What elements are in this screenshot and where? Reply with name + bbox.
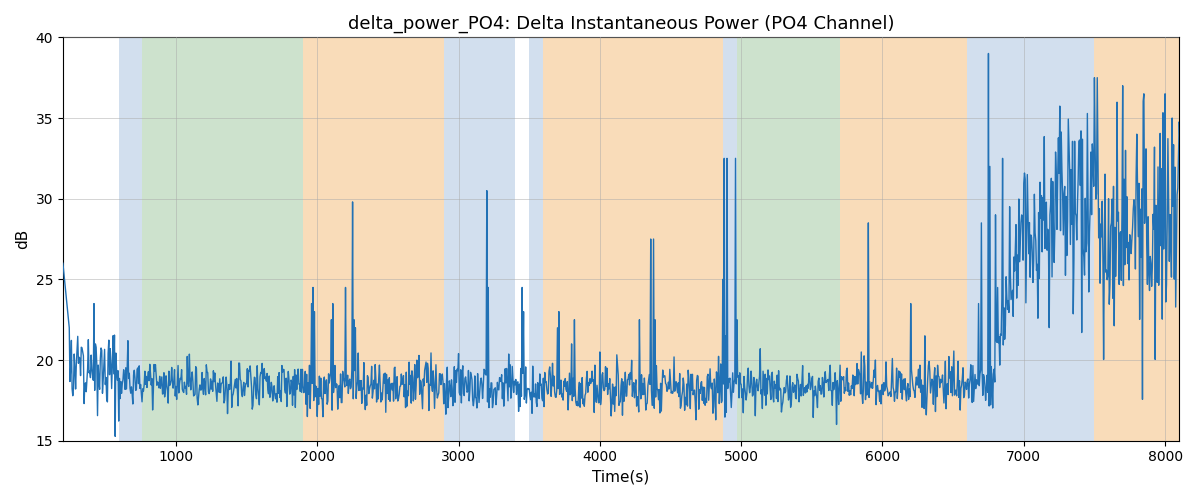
Bar bbox=[142, 38, 304, 440]
Bar bbox=[722, 38, 737, 440]
Bar bbox=[120, 38, 142, 440]
Bar bbox=[304, 38, 444, 440]
X-axis label: Time(s): Time(s) bbox=[593, 470, 649, 485]
Bar bbox=[967, 38, 1094, 440]
Bar bbox=[529, 38, 544, 440]
Bar bbox=[840, 38, 967, 440]
Bar bbox=[1094, 38, 1193, 440]
Y-axis label: dB: dB bbox=[16, 229, 30, 249]
Bar bbox=[444, 38, 515, 440]
Title: delta_power_PO4: Delta Instantaneous Power (PO4 Channel): delta_power_PO4: Delta Instantaneous Pow… bbox=[348, 15, 894, 34]
Bar bbox=[737, 38, 840, 440]
Bar bbox=[544, 38, 722, 440]
